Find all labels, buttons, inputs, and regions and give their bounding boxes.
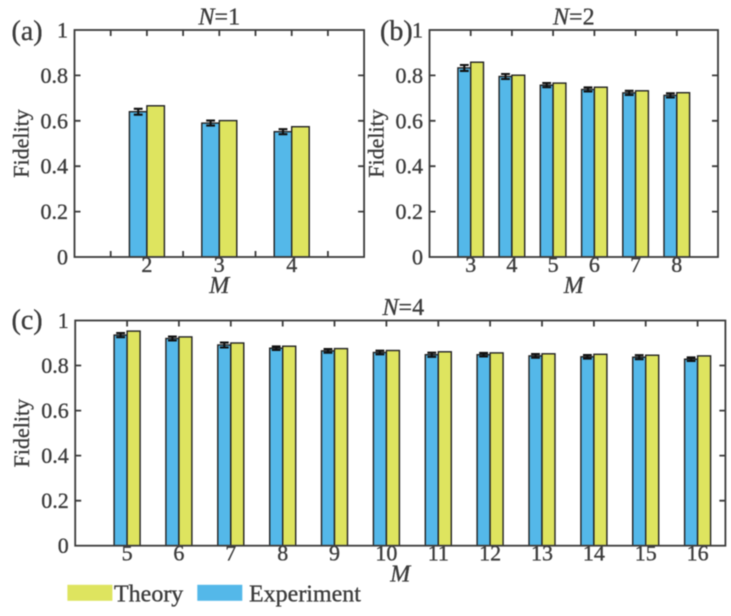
svg-text:5: 5 (548, 252, 559, 277)
svg-text:8: 8 (277, 541, 288, 566)
svg-text:0.8: 0.8 (41, 353, 69, 378)
svg-text:7: 7 (225, 541, 236, 566)
svg-text:Theory: Theory (114, 582, 183, 608)
svg-text:0.4: 0.4 (41, 443, 69, 468)
svg-text:0.6: 0.6 (41, 108, 69, 133)
svg-text:5: 5 (122, 541, 133, 566)
svg-text:0: 0 (57, 245, 68, 270)
svg-text:8: 8 (671, 252, 682, 277)
svg-text:(c): (c) (12, 305, 43, 336)
svg-text:0.4: 0.4 (41, 154, 69, 179)
svg-text:0.4: 0.4 (396, 154, 424, 179)
svg-text:0.2: 0.2 (41, 488, 69, 513)
svg-text:0.6: 0.6 (396, 108, 424, 133)
svg-text:6: 6 (589, 252, 600, 277)
svg-text:M: M (208, 273, 231, 299)
svg-text:10: 10 (375, 541, 397, 566)
svg-text:16: 16 (687, 541, 709, 566)
svg-text:4: 4 (286, 252, 297, 277)
svg-text:2: 2 (141, 252, 152, 277)
svg-text:0.2: 0.2 (396, 199, 424, 224)
svg-text:(a): (a) (12, 16, 43, 47)
svg-text:0.8: 0.8 (41, 63, 69, 88)
svg-text:7: 7 (630, 252, 641, 277)
svg-text:15: 15 (635, 541, 657, 566)
svg-text:3: 3 (465, 252, 476, 277)
svg-text:N=4: N=4 (382, 295, 425, 321)
svg-text:Fidelity: Fidelity (9, 399, 34, 467)
svg-text:M: M (389, 562, 412, 588)
svg-text:0.2: 0.2 (41, 199, 69, 224)
svg-text:13: 13 (531, 541, 553, 566)
svg-text:3: 3 (214, 252, 225, 277)
svg-text:11: 11 (428, 541, 449, 566)
svg-text:9: 9 (329, 541, 340, 566)
svg-text:6: 6 (173, 541, 184, 566)
svg-text:0: 0 (412, 245, 423, 270)
svg-text:Experiment: Experiment (249, 582, 361, 608)
svg-text:Fidelity: Fidelity (9, 109, 34, 177)
svg-text:1: 1 (58, 308, 69, 333)
svg-text:Fidelity: Fidelity (364, 109, 389, 177)
svg-text:0.6: 0.6 (41, 398, 69, 423)
svg-text:12: 12 (479, 541, 501, 566)
svg-text:0.8: 0.8 (396, 63, 424, 88)
svg-text:4: 4 (506, 252, 517, 277)
svg-text:N=2: N=2 (552, 5, 595, 31)
svg-text:1: 1 (57, 18, 68, 43)
svg-text:0: 0 (58, 533, 69, 558)
svg-text:14: 14 (583, 541, 605, 566)
svg-text:1: 1 (412, 18, 423, 43)
svg-text:M: M (563, 273, 586, 299)
svg-text:N=1: N=1 (198, 5, 241, 31)
svg-text:(b): (b) (380, 16, 413, 47)
